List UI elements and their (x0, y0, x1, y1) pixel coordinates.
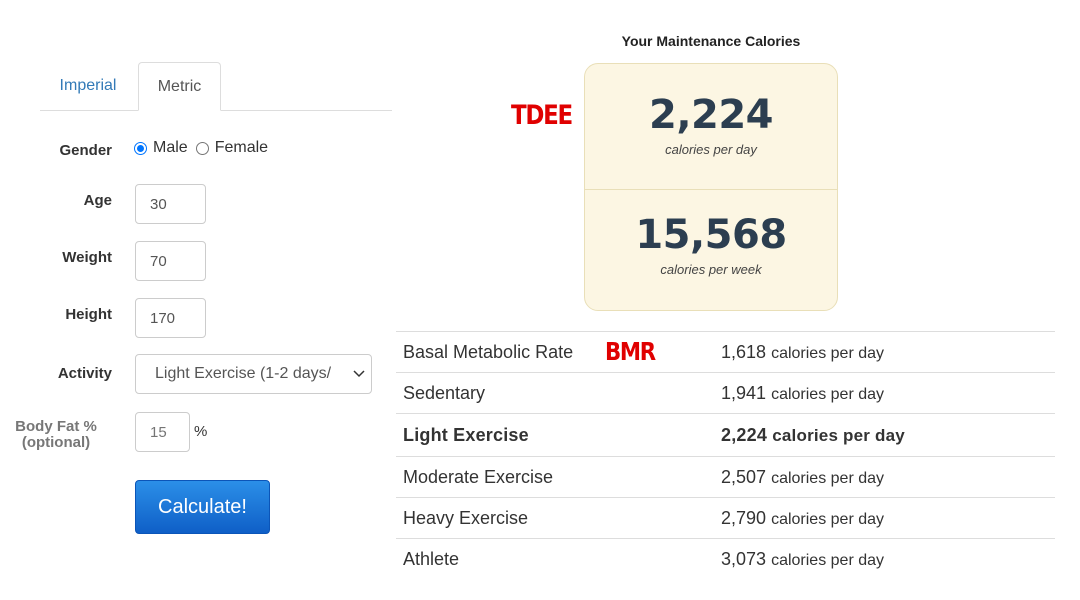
bodyfat-label: Body Fat % (optional) (0, 419, 112, 451)
row-value: 1,941 calories per day (721, 373, 884, 415)
row-number: 1,941 (721, 383, 767, 403)
row-value: 2,790 calories per day (721, 498, 884, 540)
gender-female-radio[interactable] (195, 141, 209, 155)
chevron-down-icon (353, 355, 365, 393)
age-label: Age (83, 192, 112, 209)
tab-imperial[interactable]: Imperial (59, 77, 117, 94)
unit-tabs: Imperial Metric (40, 62, 392, 111)
row-unit: calories per day (771, 386, 885, 403)
gender-male-radio[interactable] (134, 141, 147, 155)
bmr-annotation: BMR (605, 337, 656, 366)
row-name: Sedentary (403, 383, 486, 403)
row-unit: calories per day (772, 426, 905, 445)
table-row-highlighted: Light Exercise 2,224 calories per day (396, 414, 1055, 457)
calories-per-week-unit: calories per week (660, 262, 762, 277)
height-label: Height (65, 306, 112, 323)
tdee-annotation: TDEE (511, 100, 573, 131)
activity-select[interactable]: Light Exercise (1-2 days/ (135, 354, 372, 394)
row-value: 2,224 calories per day (721, 414, 905, 457)
table-row: Athlete 3,073 calories per day (396, 539, 1055, 580)
row-unit: calories per day (771, 345, 885, 362)
row-unit: calories per day (771, 552, 885, 569)
activity-table: Basal Metabolic Rate 1,618 calories per … (396, 331, 1055, 580)
table-row: Heavy Exercise 2,790 calories per day (396, 498, 1055, 539)
row-name: Light Exercise (403, 425, 529, 445)
bodyfat-optional-text: (optional) (21, 434, 91, 451)
calculate-button[interactable]: Calculate! (135, 480, 270, 534)
row-name: Heavy Exercise (403, 508, 529, 528)
table-row: Moderate Exercise 2,507 calories per day (396, 457, 1055, 498)
gender-radio-group: Male Female (134, 139, 276, 157)
row-name: Athlete (403, 549, 460, 569)
row-value: 2,507 calories per day (721, 457, 884, 499)
weight-input[interactable] (135, 241, 206, 281)
activity-label: Activity (57, 365, 112, 382)
result-title: Your Maintenance Calories (621, 33, 801, 49)
weight-label: Weight (62, 249, 112, 266)
age-input[interactable] (135, 184, 206, 224)
calories-per-day-value: 2,224 (648, 92, 774, 138)
table-row: Sedentary 1,941 calories per day (396, 373, 1055, 414)
row-number: 2,224 (721, 425, 768, 445)
bodyfat-unit: % (194, 423, 208, 440)
activity-selected-value: Light Exercise (1-2 days/ (155, 365, 332, 382)
gender-label: Gender (59, 142, 112, 159)
calories-per-week-value: 15,568 (635, 212, 787, 258)
gender-female-option[interactable]: Female (195, 139, 269, 157)
row-name: Moderate Exercise (403, 467, 554, 487)
row-value: 1,618 calories per day (721, 332, 884, 374)
bodyfat-label-text: Body Fat % (15, 418, 97, 435)
height-input[interactable] (135, 298, 206, 338)
row-unit: calories per day (771, 511, 885, 528)
result-divider (585, 189, 837, 190)
row-number: 2,507 (721, 467, 767, 487)
result-box: 2,224 calories per day 15,568 calories p… (584, 63, 838, 311)
row-number: 2,790 (721, 508, 767, 528)
row-number: 1,618 (721, 342, 767, 362)
row-value: 3,073 calories per day (721, 539, 884, 581)
gender-male-option[interactable]: Male (134, 139, 188, 157)
gender-female-label: Female (214, 139, 269, 156)
calories-per-day-unit: calories per day (665, 142, 757, 157)
gender-male-label: Male (153, 139, 188, 156)
tab-metric[interactable]: Metric (138, 62, 221, 111)
row-unit: calories per day (771, 470, 885, 487)
row-number: 3,073 (721, 549, 767, 569)
table-row: Basal Metabolic Rate 1,618 calories per … (396, 332, 1055, 373)
bodyfat-input[interactable] (135, 412, 190, 452)
row-name: Basal Metabolic Rate (403, 342, 574, 362)
